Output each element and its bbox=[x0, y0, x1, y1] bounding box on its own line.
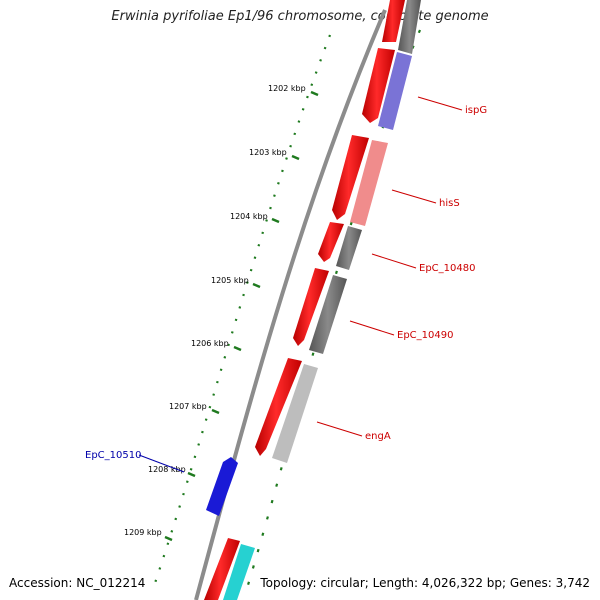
cds-arrow[interactable] bbox=[318, 222, 344, 262]
gene-label-engA[interactable]: engA bbox=[365, 431, 391, 442]
tile-engA[interactable] bbox=[272, 364, 318, 463]
tick-label-1205: 1205 kbp bbox=[211, 276, 249, 285]
tick-label-1203: 1203 kbp bbox=[249, 148, 287, 157]
tick-label-1206: 1206 kbp bbox=[191, 339, 229, 348]
tile-EpC_10480[interactable] bbox=[336, 226, 362, 270]
cds-arrow[interactable] bbox=[332, 135, 369, 220]
feature-track bbox=[223, 0, 421, 600]
gene-label-EpC_10490[interactable]: EpC_10490 bbox=[397, 330, 453, 341]
cds-EpC_10510[interactable] bbox=[206, 457, 238, 516]
forward-strand-track bbox=[204, 0, 405, 600]
tile-hisS[interactable] bbox=[350, 140, 388, 226]
tile-EpC_10490[interactable] bbox=[309, 275, 347, 354]
cds-arrow[interactable] bbox=[255, 358, 302, 456]
tile-ispG[interactable] bbox=[378, 52, 412, 130]
cds-arrow[interactable] bbox=[382, 0, 405, 42]
cds-arrow[interactable] bbox=[293, 268, 329, 346]
accession-label: Accession: NC_012214 bbox=[9, 576, 146, 590]
gene-label-hisS[interactable]: hisS bbox=[439, 198, 460, 209]
cds-arrow[interactable] bbox=[362, 48, 395, 123]
tick-label-1204: 1204 kbp bbox=[230, 212, 268, 221]
gene-label-EpC_10510[interactable]: EpC_10510 bbox=[85, 450, 141, 461]
genome-summary: Topology: circular; Length: 4,026,322 bp… bbox=[260, 576, 590, 590]
tick-label-1202: 1202 kbp bbox=[268, 84, 306, 93]
tile bbox=[398, 0, 421, 54]
chromosome-backbone bbox=[194, 9, 387, 600]
tick-label-1208: 1208 kbp bbox=[148, 465, 186, 474]
gene-labels: ispG hisS EpC_10480 EpC_10490 engA EpC_1… bbox=[85, 96, 487, 473]
tick-label-1207: 1207 kbp bbox=[169, 402, 207, 411]
kbp-axis: 1202 kbp 1203 kbp 1204 kbp 1205 kbp 1206… bbox=[124, 84, 319, 542]
tile-cyan[interactable] bbox=[223, 544, 255, 600]
gc-dot-track-outer bbox=[150, 34, 332, 593]
cds-arrow[interactable] bbox=[204, 538, 240, 600]
gene-label-ispG[interactable]: ispG bbox=[465, 105, 487, 116]
tick-label-1209: 1209 kbp bbox=[124, 528, 162, 537]
gene-label-EpC_10480[interactable]: EpC_10480 bbox=[419, 263, 475, 274]
